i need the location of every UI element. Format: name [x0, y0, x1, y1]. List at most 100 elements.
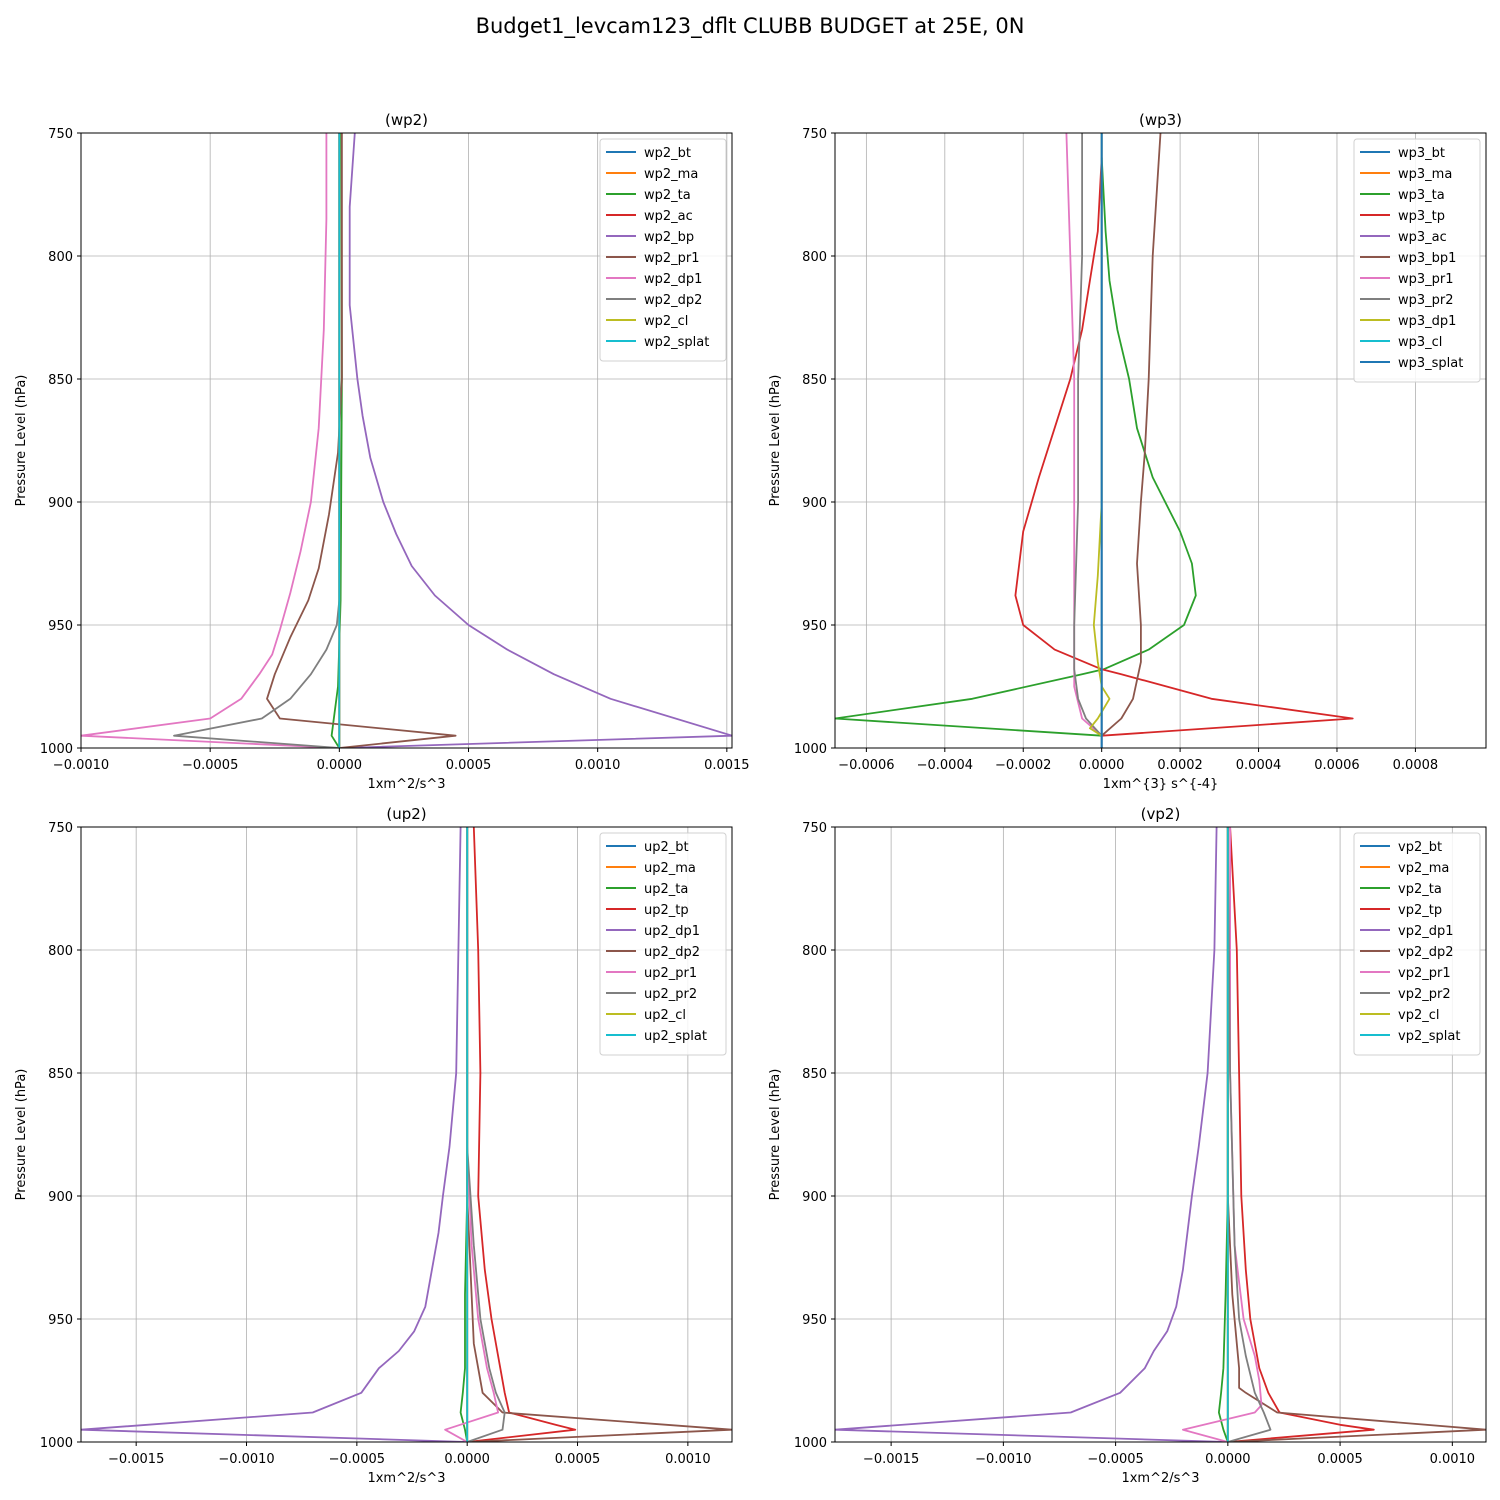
series-line-vp2_pr1: [1182, 827, 1263, 1442]
legend-label: vp2_cl: [1398, 1008, 1439, 1023]
x-tick-label: 0.0002: [1157, 758, 1203, 773]
series-line-up2_pr1: [444, 827, 500, 1442]
x-tick-label: 0.0004: [1236, 758, 1282, 773]
chart-panel: −0.0010 −0.0005 0.0000 0.0005 0.0010 0.0015 75…: [14, 111, 750, 792]
legend-label: wp3_splat: [1398, 356, 1463, 371]
x-tick-label: −0.0004: [917, 758, 973, 773]
legend-label: wp3_bt: [1398, 146, 1445, 161]
x-axis-label: 1xm^2/s^3: [1121, 1471, 1199, 1486]
chart-title: (wp2): [385, 111, 428, 129]
y-tick-label: 850: [48, 1067, 73, 1082]
chart-panel: −0.0015 −0.0010 −0.0005 0.0000 0.0005 0.0010 7…: [768, 805, 1487, 1486]
legend-label: wp3_tp: [1398, 209, 1445, 224]
legend-label: wp2_ta: [644, 188, 691, 203]
figure-title: Budget1_levcam123_dflt CLUBB BUDGET at 2…: [475, 14, 1025, 38]
series-group: [835, 133, 1354, 748]
y-tick-label: 750: [802, 821, 827, 836]
x-tick-label: 0.0010: [1430, 1452, 1476, 1467]
x-tick-label: 0.0000: [1205, 1452, 1251, 1467]
y-tick-label: 950: [802, 1313, 827, 1328]
y-tick-label: 850: [48, 373, 73, 388]
x-tick-label: 0.0000: [444, 1452, 490, 1467]
legend-label: wp2_cl: [644, 314, 688, 329]
legend-label: vp2_dp2: [1398, 945, 1454, 960]
series-line-wp3_tp: [1014, 157, 1354, 737]
series-line-up2_ta: [459, 827, 469, 1442]
legend-label: up2_cl: [644, 1008, 686, 1023]
y-tick-label: 900: [802, 496, 827, 511]
legend-label: vp2_ta: [1398, 882, 1442, 897]
y-tick-label: 750: [48, 127, 73, 142]
legend-label: wp3_ac: [1398, 230, 1447, 245]
y-tick-label: 900: [48, 496, 73, 511]
y-tick-label: 800: [48, 250, 73, 265]
chart-title: (up2): [386, 805, 426, 823]
y-tick-label: 1000: [40, 742, 73, 757]
legend-label: vp2_splat: [1398, 1029, 1460, 1044]
series-line-vp2_dp2: [1226, 827, 1486, 1442]
series-line-wp3_pr1: [1065, 133, 1103, 737]
series-line-wp2_bp: [341, 133, 732, 748]
series-line-vp2_tp: [1227, 827, 1375, 1442]
legend-label: wp2_bt: [644, 146, 691, 161]
series-line-wp3_bp1: [1101, 133, 1162, 737]
series-line-vp2_pr2: [1226, 827, 1272, 1442]
x-tick-label: −0.0005: [1087, 1452, 1143, 1467]
legend: wp2_bt wp2_ma wp2_ta wp2_ac wp2_bp wp2_pr1 wp2…: [599, 138, 727, 362]
legend-label: wp2_ac: [644, 209, 693, 224]
legend: vp2_bt vp2_ma vp2_ta vp2_tp vp2_dp1 vp2_dp2vp…: [1353, 832, 1481, 1056]
legend-box: [1353, 138, 1481, 383]
series-line-vp2_dp1: [835, 827, 1228, 1442]
y-tick-label: 1000: [40, 1436, 73, 1451]
series-line-wp2_pr1: [266, 133, 457, 748]
legend-label: vp2_tp: [1398, 903, 1442, 918]
legend-label: wp2_pr1: [644, 251, 700, 266]
x-tick-label: −0.0015: [108, 1452, 164, 1467]
series-line-wp2_ta: [330, 133, 343, 748]
legend-label: wp3_ma: [1398, 167, 1452, 182]
x-tick-label: 0.0005: [446, 758, 492, 773]
x-tick-label: 0.0015: [704, 758, 750, 773]
y-axis-label: Pressure Level (hPa): [768, 375, 783, 507]
legend-label: vp2_pr1: [1398, 966, 1451, 981]
legend-label: vp2_bt: [1398, 840, 1442, 855]
x-axis-label: 1xm^2/s^3: [367, 777, 445, 792]
y-tick-label: 950: [48, 1313, 73, 1328]
y-tick-label: 850: [802, 373, 827, 388]
x-axis-label: 1xm^{3} s^{-4}: [1103, 777, 1219, 792]
x-tick-label: 0.0010: [575, 758, 621, 773]
y-tick-label: 800: [48, 944, 73, 959]
series-group: [81, 827, 732, 1442]
x-tick-label: 0.0010: [665, 1452, 711, 1467]
legend-label: wp3_ta: [1398, 188, 1445, 203]
y-tick-label: 950: [48, 619, 73, 634]
legend-label: up2_ta: [644, 882, 688, 897]
x-tick-label: −0.0010: [218, 1452, 274, 1467]
series-line-wp3_ta: [835, 157, 1197, 737]
legend: up2_bt up2_ma up2_ta up2_tp up2_dp1 up2_dp2up…: [599, 832, 727, 1056]
legend-label: wp2_bp: [644, 230, 694, 245]
x-tick-label: −0.0010: [53, 758, 109, 773]
chart-title: (vp2): [1141, 805, 1181, 823]
legend-label: vp2_dp1: [1398, 924, 1454, 939]
y-tick-label: 1000: [794, 742, 827, 757]
series-group: [81, 133, 732, 748]
series-line-up2_dp2: [466, 827, 732, 1442]
axes-frame: [834, 826, 1487, 1443]
legend-label: wp3_dp1: [1398, 314, 1456, 329]
chart-panel: −0.0006 −0.0004 −0.0002 0.0000 0.0002 0.0004 0…: [768, 111, 1487, 792]
x-tick-label: 0.0000: [1079, 758, 1125, 773]
legend-label: wp3_pr1: [1398, 272, 1454, 287]
series-line-up2_dp1: [81, 827, 468, 1442]
x-tick-label: −0.0005: [329, 1452, 385, 1467]
x-axis-label: 1xm^2/s^3: [367, 1471, 445, 1486]
series-line-up2_tp: [467, 827, 577, 1442]
legend-label: up2_ma: [644, 861, 696, 876]
series-line-wp2_dp1: [81, 133, 340, 748]
legend-label: up2_dp1: [644, 924, 700, 939]
y-axis-label: Pressure Level (hPa): [768, 1069, 783, 1201]
series-line-wp3_dp1: [1089, 133, 1111, 737]
series-line-wp3_pr2: [1073, 133, 1103, 737]
series-line-vp2_ta: [1218, 827, 1229, 1442]
y-tick-label: 750: [48, 821, 73, 836]
